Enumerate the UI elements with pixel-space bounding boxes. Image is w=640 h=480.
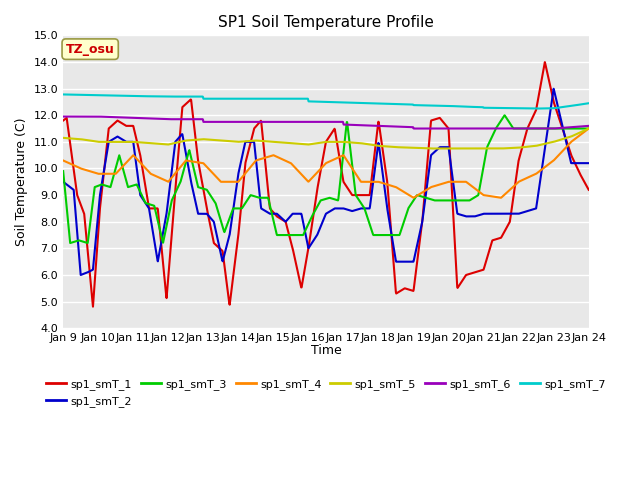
sp1_smT_2 xyxy=(294,211,301,216)
sp1_smT_4 xyxy=(303,177,310,182)
sp1_smT_5 xyxy=(60,135,67,141)
sp1_smT_7 xyxy=(293,96,301,102)
sp1_smT_4 xyxy=(60,157,67,163)
sp1_smT_6 xyxy=(282,119,290,125)
sp1_smT_3 xyxy=(303,224,310,230)
sp1_smT_1 xyxy=(359,192,367,198)
sp1_smT_1 xyxy=(122,122,129,128)
sp1_smT_4 xyxy=(293,167,301,172)
Line: sp1_smT_2: sp1_smT_2 xyxy=(63,89,589,275)
sp1_smT_3 xyxy=(122,175,129,181)
sp1_smT_4 xyxy=(585,126,593,132)
sp1_smT_7 xyxy=(358,100,366,106)
Line: sp1_smT_1: sp1_smT_1 xyxy=(63,62,589,307)
sp1_smT_3 xyxy=(294,232,301,238)
sp1_smT_1 xyxy=(60,118,67,123)
Text: TZ_osu: TZ_osu xyxy=(66,43,115,56)
sp1_smT_7 xyxy=(532,106,540,111)
sp1_smT_7 xyxy=(122,93,129,99)
Line: sp1_smT_7: sp1_smT_7 xyxy=(63,95,589,108)
sp1_smT_3 xyxy=(60,168,67,174)
sp1_smT_1 xyxy=(585,187,593,192)
Line: sp1_smT_6: sp1_smT_6 xyxy=(63,117,589,129)
sp1_smT_2 xyxy=(585,160,593,166)
Line: sp1_smT_4: sp1_smT_4 xyxy=(63,129,589,198)
sp1_smT_1 xyxy=(303,254,310,260)
sp1_smT_6 xyxy=(410,126,417,132)
sp1_smT_2 xyxy=(100,167,108,172)
sp1_smT_2 xyxy=(359,205,367,211)
sp1_smT_5 xyxy=(122,139,129,145)
sp1_smT_7 xyxy=(303,96,310,102)
sp1_smT_4 xyxy=(100,171,108,177)
sp1_smT_3 xyxy=(283,232,291,238)
sp1_smT_3 xyxy=(67,240,74,246)
sp1_smT_4 xyxy=(497,195,505,201)
X-axis label: Time: Time xyxy=(310,345,341,358)
sp1_smT_5 xyxy=(293,141,301,146)
sp1_smT_3 xyxy=(359,203,367,208)
sp1_smT_2 xyxy=(60,179,67,185)
sp1_smT_2 xyxy=(77,272,84,278)
sp1_smT_7 xyxy=(100,93,108,98)
Title: SP1 Soil Temperature Profile: SP1 Soil Temperature Profile xyxy=(218,15,434,30)
sp1_smT_6 xyxy=(293,119,301,125)
sp1_smT_1 xyxy=(100,167,108,173)
sp1_smT_5 xyxy=(358,141,366,146)
sp1_smT_4 xyxy=(358,179,366,185)
sp1_smT_4 xyxy=(122,161,129,167)
sp1_smT_4 xyxy=(282,158,290,164)
sp1_smT_5 xyxy=(303,142,310,147)
sp1_smT_2 xyxy=(303,238,310,243)
sp1_smT_5 xyxy=(100,139,108,145)
sp1_smT_7 xyxy=(60,92,67,97)
sp1_smT_6 xyxy=(122,115,129,120)
sp1_smT_5 xyxy=(282,140,290,146)
sp1_smT_3 xyxy=(500,112,508,118)
sp1_smT_1 xyxy=(89,304,97,310)
Line: sp1_smT_5: sp1_smT_5 xyxy=(63,129,589,148)
sp1_smT_1 xyxy=(294,267,301,273)
sp1_smT_2 xyxy=(122,139,129,144)
Legend: sp1_smT_1, sp1_smT_2, sp1_smT_3, sp1_smT_4, sp1_smT_5, sp1_smT_6, sp1_smT_7: sp1_smT_1, sp1_smT_2, sp1_smT_3, sp1_smT… xyxy=(42,375,610,411)
sp1_smT_6 xyxy=(100,114,108,120)
sp1_smT_3 xyxy=(100,182,108,188)
sp1_smT_2 xyxy=(550,86,557,92)
sp1_smT_1 xyxy=(541,59,548,65)
sp1_smT_3 xyxy=(585,126,593,132)
sp1_smT_6 xyxy=(358,122,366,128)
sp1_smT_2 xyxy=(283,218,291,224)
sp1_smT_1 xyxy=(283,222,291,228)
Line: sp1_smT_3: sp1_smT_3 xyxy=(63,115,589,243)
sp1_smT_7 xyxy=(282,96,290,102)
sp1_smT_6 xyxy=(303,119,310,125)
sp1_smT_5 xyxy=(428,145,435,151)
sp1_smT_6 xyxy=(60,114,67,120)
sp1_smT_5 xyxy=(585,126,593,132)
sp1_smT_7 xyxy=(585,100,593,106)
sp1_smT_6 xyxy=(585,123,593,129)
Y-axis label: Soil Temperature (C): Soil Temperature (C) xyxy=(15,118,28,246)
